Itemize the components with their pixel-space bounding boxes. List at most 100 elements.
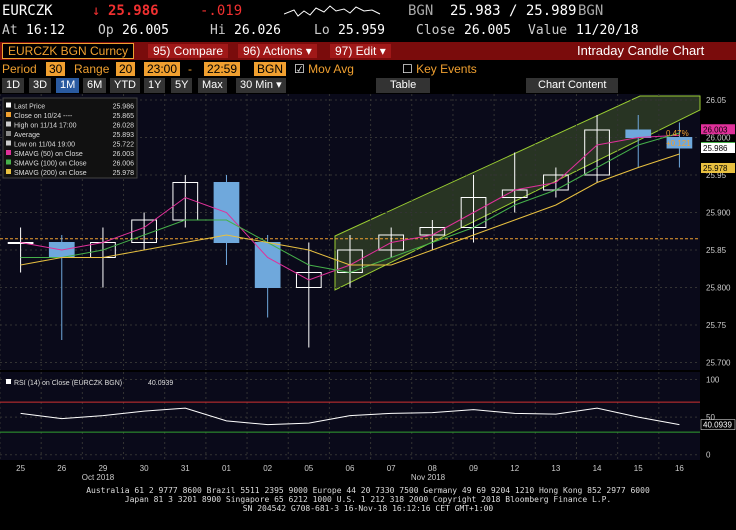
series-line: [20, 407, 680, 426]
label: Period: [2, 62, 37, 76]
input[interactable]: 23:00: [144, 62, 181, 76]
button[interactable]: 97) Edit ▾: [330, 44, 391, 58]
range-button[interactable]: Max: [198, 78, 227, 93]
legend-value: 25.893: [113, 132, 135, 139]
input[interactable]: BGN: [254, 62, 287, 76]
legend-label: SMAVG (100) on Close: [14, 161, 87, 168]
series-line: [20, 153, 680, 266]
range-button[interactable]: 3D: [29, 78, 52, 93]
x-tick-label: 05: [304, 464, 313, 473]
input[interactable]: 22:59: [204, 62, 241, 76]
legend-value: 40.0939: [148, 380, 173, 387]
legend-value: 26.003: [113, 151, 135, 158]
legend-label: Low on 11/04 19:00: [14, 142, 75, 149]
legend-value: 25.986: [113, 104, 135, 111]
y-tick-label: 25.95: [706, 171, 727, 180]
interval[interactable]: 30 Min ▾: [236, 78, 286, 93]
input[interactable]: 30: [46, 62, 66, 76]
checkbox[interactable]: ☑ Mov Avg: [294, 62, 354, 76]
ticker: EURCZK: [2, 3, 53, 19]
candle-body: [666, 137, 693, 149]
legend-swatch: [6, 140, 11, 146]
legend-swatch: [6, 121, 11, 127]
legend-label: Close on 10/24 ----: [14, 113, 73, 120]
legend-value: 26.006: [113, 161, 135, 168]
stat-value: 26.026: [234, 23, 281, 38]
y-tick-label: 25.800: [706, 284, 731, 293]
candle-body: [254, 242, 281, 288]
last-tag: [701, 143, 735, 153]
legend-label: SMAVG (200) on Close: [14, 170, 87, 177]
series-line: [20, 132, 680, 274]
checkbox[interactable]: ☐ Key Events: [402, 62, 477, 76]
legend-label: SMAVG (50) on Close: [14, 151, 83, 158]
x-tick-label: 15: [634, 464, 643, 473]
last-tag: [700, 419, 736, 430]
button[interactable]: 96) Actions ▾: [238, 44, 317, 58]
stat-label: Op: [98, 23, 114, 38]
source: BGN: [578, 3, 604, 19]
range-button[interactable]: 1Y: [144, 78, 166, 93]
label: Mov Avg: [308, 62, 354, 76]
change: -.019: [200, 3, 243, 19]
candle-body: [378, 234, 405, 251]
legend-swatch: [6, 169, 11, 174]
legend-swatch: [6, 379, 11, 384]
range-button[interactable]: 5Y: [171, 78, 193, 93]
annotation: +0.121: [666, 139, 691, 148]
label: -: [188, 62, 192, 76]
x-tick-label: 12: [510, 464, 519, 473]
stat-label: At: [2, 23, 18, 38]
legend-value: 25.722: [113, 142, 135, 149]
candle-body: [625, 129, 652, 138]
range-button[interactable]: 1M: [56, 78, 80, 93]
footer: SN 204542 G708-681-3 16-Nov-18 16:12:16 …: [242, 504, 494, 513]
x-tick-label: 30: [140, 464, 149, 473]
last-tag-label: 25.986: [703, 144, 728, 153]
legend-value: 25.978: [113, 170, 135, 177]
candle-body: [295, 272, 322, 288]
legend-label: Average: [14, 132, 40, 139]
arrow: ↓: [92, 3, 101, 19]
stat-label: Lo: [314, 23, 330, 38]
last-price: 25.986: [108, 3, 159, 19]
last-tag-label: 40.0939: [703, 421, 732, 430]
x-tick-label: 16: [675, 464, 684, 473]
x-group-label: Nov 2018: [411, 473, 446, 482]
x-tick-label: 09: [469, 464, 478, 473]
security[interactable]: EURCZK BGN Curncy: [2, 43, 135, 59]
y-tick-label: 25.75: [706, 321, 727, 330]
label: Key Events: [416, 62, 477, 76]
candle-body: [131, 219, 157, 243]
y-tick-label: 25.900: [706, 209, 731, 218]
legend-label: High on 11/14 17:00: [14, 123, 77, 130]
stat-value: 26.005: [122, 23, 169, 38]
x-group-label: Oct 2018: [82, 473, 115, 482]
last-tag: [701, 124, 735, 135]
button[interactable]: 95) Compare: [148, 44, 229, 58]
content-button[interactable]: Chart Content: [526, 78, 619, 93]
y-tick-label: 0: [706, 451, 711, 460]
stat-value: 25.959: [338, 23, 385, 38]
range-button[interactable]: YTD: [110, 78, 140, 93]
y-tick-label: 50: [706, 413, 715, 422]
label: Range: [74, 62, 110, 76]
stat-value: 16:12: [26, 23, 66, 38]
x-tick-label: 31: [181, 464, 190, 473]
x-tick-label: 29: [98, 464, 107, 473]
stat-label: Close: [416, 23, 456, 38]
last-tag-label: 25.978: [703, 164, 728, 173]
x-tick-label: 02: [263, 464, 272, 473]
range-button[interactable]: 1D: [2, 78, 25, 93]
sparkline: [284, 5, 381, 17]
input[interactable]: 20: [116, 62, 136, 76]
table-button[interactable]: Table: [376, 78, 431, 93]
legend-value: 26.028: [113, 123, 135, 130]
x-tick-label: 01: [222, 464, 231, 473]
legend-box: [2, 97, 138, 179]
legend-value: 25.865: [113, 113, 135, 120]
range-button[interactable]: 6M: [83, 78, 107, 93]
x-tick-label: 26: [57, 464, 66, 473]
last-tag: [701, 163, 735, 173]
y-tick-label: 26.05: [706, 96, 727, 105]
